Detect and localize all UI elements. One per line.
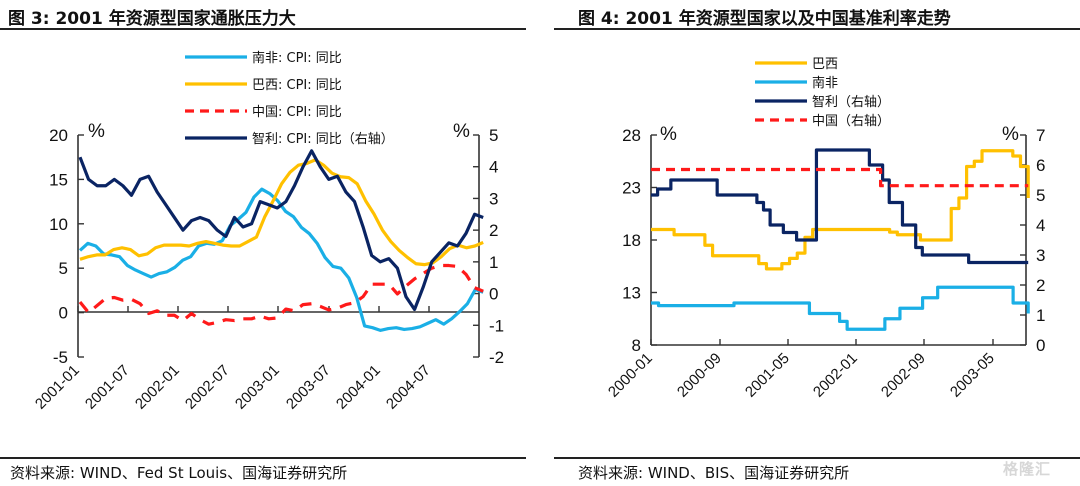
chart2-left-tick-label: 8 [632, 336, 641, 355]
chart1-series-china [78, 263, 484, 326]
chart2-legend-label-brazil: 巴西 [812, 57, 838, 72]
title-divider-left [0, 28, 526, 30]
chart2-series-china [651, 167, 1029, 188]
chart1-x-tick-label: 2001-01 [32, 362, 83, 413]
chart2-left-tick-label: 28 [622, 126, 641, 145]
chart2-left-tick-label: 23 [622, 179, 641, 198]
source-divider-right [554, 457, 1080, 459]
chart2-left-unit: % [660, 124, 677, 145]
chart2-left-tick-label: 13 [622, 284, 641, 303]
chart1-right-tick-label: 1 [489, 253, 498, 272]
chart1-right-unit: % [453, 121, 470, 142]
chart2-right-unit: % [1002, 124, 1019, 145]
chart1-right-tick-label: 5 [489, 126, 498, 145]
chart1-legend-label-chile: 智利: CPI: 同比（右轴） [252, 132, 394, 147]
chart1-series-chile [78, 149, 484, 312]
chart2-legend-label-south_africa: 南非 [812, 75, 838, 91]
chart2-right-tick-label: 5 [1036, 186, 1045, 205]
chart1-x-tick-label: 2003-07 [283, 362, 334, 413]
chart2-right-tick-label: 2 [1036, 276, 1045, 295]
chart1-right-tick-label: 2 [489, 221, 498, 240]
chart1-left-tick-label: 20 [49, 126, 68, 145]
title-divider-right [554, 28, 1080, 30]
chart1-left-tick-label: 0 [59, 304, 68, 323]
chart2-series-brazil [651, 149, 1030, 271]
chart1-right-tick-label: -2 [489, 348, 504, 367]
chart1-x-tick-label: 2001-07 [82, 362, 133, 413]
chart1-legend-label-brazil: 巴西: CPI: 同比 [252, 78, 342, 93]
chart1-series-brazil [79, 158, 484, 267]
chart2-x-tick-label: 2000-09 [674, 350, 725, 401]
chart1-left-tick-label: 15 [49, 170, 68, 189]
chart1-right-tick-label: 3 [489, 189, 498, 208]
chart1-series-south_africa [78, 187, 484, 332]
chart2-right-tick-label: 3 [1036, 246, 1045, 265]
chart1-x-tick-label: 2003-01 [232, 362, 283, 413]
chart1-legend-label-south_africa: 南非: CPI: 同比 [252, 50, 342, 66]
figure-4-title: 图 4: 2001 年资源型国家以及中国基准利率走势 [578, 9, 951, 29]
chart1-x-tick-label: 2004-07 [383, 362, 434, 413]
chart1-x-tick-label: 2004-01 [333, 362, 384, 413]
figure-4-source: 资料来源: WIND、BIS、国海证券研究所 [578, 464, 850, 482]
chart2-x-tick-label: 2002-01 [810, 350, 861, 401]
chart2-right-tick-label: 6 [1036, 156, 1045, 175]
chart2-x-tick-label: 2003-05 [947, 350, 998, 401]
chart2-x-tick-label: 2000-01 [605, 350, 656, 401]
chart1-left-tick-label: -5 [53, 348, 68, 367]
chart2-right-tick-label: 0 [1036, 336, 1045, 355]
source-divider-left [0, 457, 526, 459]
chart2-right-tick-label: 4 [1036, 216, 1045, 235]
figure-3-title: 图 3: 2001 年资源型国家通胀压力大 [8, 9, 296, 29]
chart2-series-south_africa [651, 285, 1030, 331]
chart2-legend-label-chile: 智利（右轴） [812, 95, 890, 110]
chart1-x-tick-label: 2002-01 [132, 362, 183, 413]
chart1-left-tick-label: 5 [59, 259, 68, 278]
chart1-left-tick-label: 10 [49, 215, 68, 234]
chart1-right-tick-label: 4 [489, 158, 498, 177]
chart1-right-tick-label: 0 [489, 285, 498, 304]
chart2-series-chile [651, 148, 1029, 265]
watermark-logo: 格隆汇 [1003, 460, 1052, 478]
chart2-right-tick-label: 1 [1036, 306, 1045, 325]
chart2-x-tick-label: 2001-05 [742, 350, 793, 401]
chart2-left-tick-label: 18 [622, 231, 641, 250]
figure-3-source: 资料来源: WIND、Fed St Louis、国海证券研究所 [10, 464, 348, 482]
chart1-right-tick-label: -1 [489, 316, 504, 335]
chart2-x-tick-label: 2002-09 [878, 350, 929, 401]
chart2-right-tick-label: 7 [1036, 126, 1045, 145]
chart1-x-tick-label: 2002-07 [182, 362, 233, 413]
chart1-left-unit: % [88, 121, 105, 142]
chart2-legend-label-china: 中国（右轴） [812, 114, 890, 129]
chart1-legend-label-china: 中国: CPI: 同比 [252, 105, 342, 120]
